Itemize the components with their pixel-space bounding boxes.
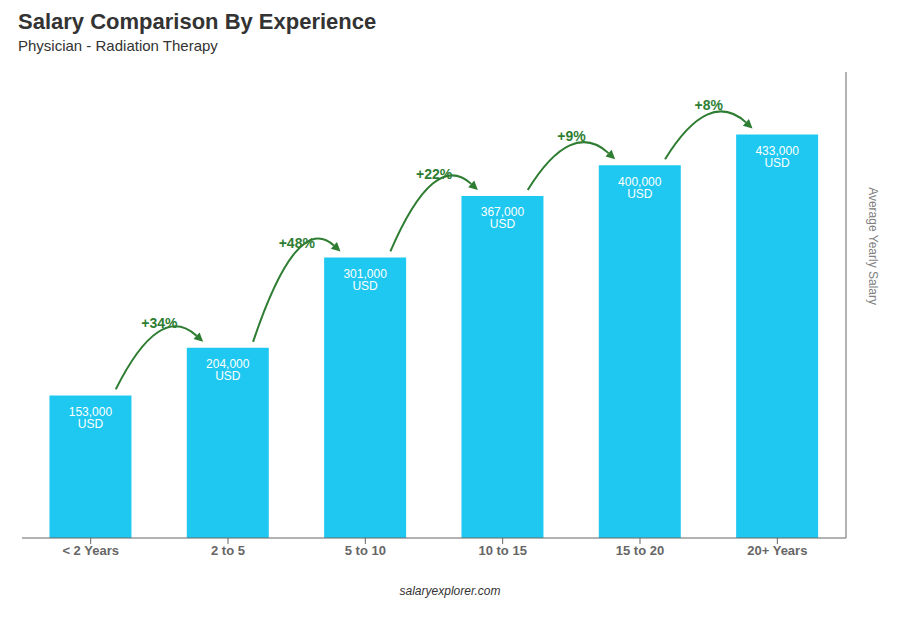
svg-text:+22%: +22% (416, 166, 453, 182)
svg-text:+9%: +9% (557, 128, 586, 144)
html-text:salaryexplorer.com: salaryexplorer.com (399, 584, 501, 598)
svg-text:153,000USD: 153,000USD (69, 405, 113, 431)
svg-text:10 to 15: 10 to 15 (478, 543, 526, 558)
svg-text:+34%: +34% (141, 315, 178, 331)
svg-text:367,000USD: 367,000USD (481, 205, 525, 231)
html-text:Physician - Radiation Therapy: Physician - Radiation Therapy (18, 37, 218, 54)
svg-text:400,000USD: 400,000USD (618, 175, 662, 201)
svg-text:204,000USD: 204,000USD (206, 357, 250, 383)
svg-text:+8%: +8% (695, 97, 724, 113)
svg-text:5 to 10: 5 to 10 (345, 543, 386, 558)
svg-text:+48%: +48% (279, 235, 316, 251)
svg-text:433,000USD: 433,000USD (755, 144, 799, 170)
svg-text:2 to 5: 2 to 5 (211, 543, 245, 558)
svg-text:301,000USD: 301,000USD (343, 267, 387, 293)
html-text:Salary Comparison By Experienc: Salary Comparison By Experience (18, 9, 377, 34)
svg-text:15 to 20: 15 to 20 (616, 543, 664, 558)
svg-text:Average Yearly Salary: Average Yearly Salary (866, 187, 880, 305)
svg-text:20+ Years: 20+ Years (747, 543, 807, 558)
svg-text:< 2 Years: < 2 Years (62, 543, 119, 558)
